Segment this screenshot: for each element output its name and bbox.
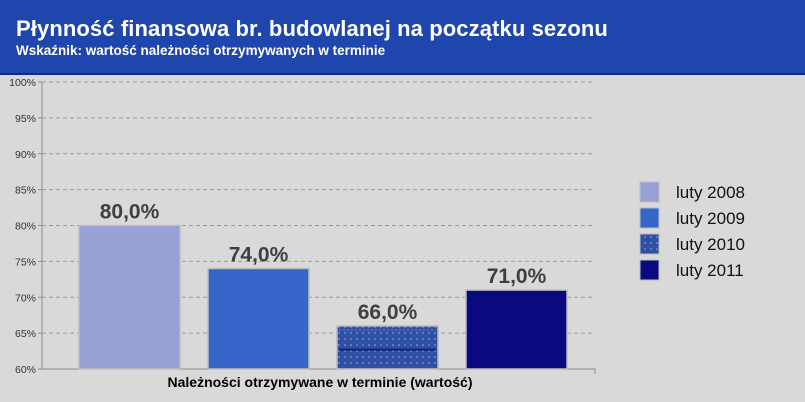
- y-tick-label: 90%: [15, 149, 36, 161]
- chart-header: Płynność finansowa br. budowlanej na poc…: [0, 0, 805, 75]
- legend-label: luty 2009: [676, 209, 745, 228]
- legend-label: luty 2011: [676, 261, 744, 280]
- data-label: 74,0%: [229, 244, 289, 267]
- y-tick-label: 65%: [15, 328, 36, 340]
- data-label: 80,0%: [100, 201, 160, 224]
- x-axis-label: Należności otrzymywane w terminie (warto…: [168, 374, 473, 390]
- bar-luty-2009: [207, 267, 310, 370]
- bar-luty-2010: [336, 325, 439, 370]
- chart-subtitle: Wskaźnik: wartość należności otrzymywany…: [16, 43, 386, 58]
- legend-label: luty 2010: [676, 235, 745, 254]
- y-tick-label: 80%: [15, 221, 36, 233]
- y-tick-label: 85%: [15, 185, 36, 197]
- legend-swatch: [639, 233, 660, 255]
- legend-swatch: [639, 207, 660, 229]
- bars: [78, 224, 568, 370]
- y-tick-label: 70%: [15, 292, 36, 304]
- y-tick-label: 95%: [15, 113, 36, 125]
- legend-label: luty 2008: [676, 183, 745, 202]
- y-tick-label: 60%: [15, 364, 36, 376]
- legend-swatch: [639, 181, 660, 203]
- data-label: 66,0%: [358, 301, 418, 324]
- legend-swatch: [639, 259, 660, 281]
- chart-title: Płynność finansowa br. budowlanej na poc…: [16, 16, 608, 41]
- data-labels: 80,0% 74,0% 66,0% 71,0%: [100, 201, 547, 324]
- legend: luty 2008 luty 2009 luty 2010 luty 2011: [639, 181, 745, 281]
- y-tick-label: 75%: [15, 256, 36, 268]
- bar-luty-2011: [465, 289, 568, 370]
- data-label: 71,0%: [487, 265, 547, 288]
- bar-luty-2008: [78, 224, 181, 370]
- y-tick-label: 100%: [9, 77, 36, 89]
